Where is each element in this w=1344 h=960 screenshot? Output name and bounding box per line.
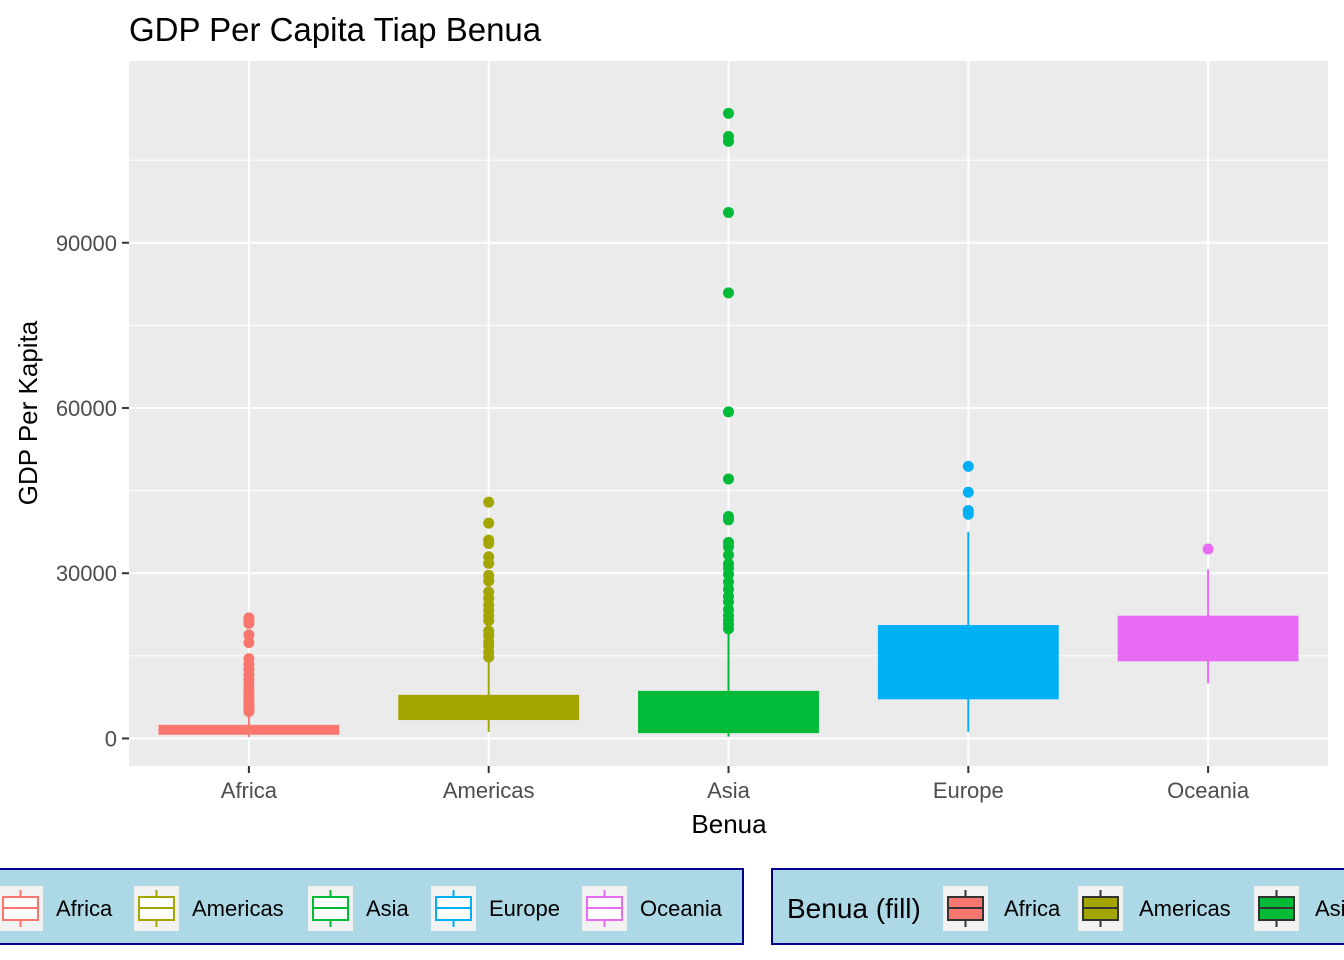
outlier-point <box>723 510 734 522</box>
x-tick-label: Oceania <box>1167 778 1250 803</box>
y-axis: 0 30000 60000 90000 <box>56 231 129 751</box>
outlier-point <box>723 130 734 142</box>
outlier-point <box>243 629 255 641</box>
outlier-point <box>723 406 734 418</box>
y-tick-label: 0 <box>105 726 117 751</box>
x-axis-title: Benua <box>691 809 767 839</box>
box-body <box>877 625 1059 700</box>
color-legend-item: Americas <box>134 886 284 931</box>
x-tick-label: Africa <box>221 778 278 803</box>
outlier-point <box>1202 543 1214 555</box>
outlier-point <box>483 569 495 581</box>
outlier-point <box>243 612 255 624</box>
fill-legend: Benua (fill) Africa Americas Asi <box>771 868 1344 945</box>
fill-legend-item: Americas <box>1078 886 1231 931</box>
color-legend-item: Europe <box>431 886 560 931</box>
outlier-point <box>483 625 495 637</box>
color-legend: Africa Americas Asia Europe Oceania <box>0 868 744 945</box>
box-body <box>1117 615 1299 662</box>
outlier-point <box>243 653 255 665</box>
box-americas <box>398 496 580 732</box>
color-legend-label: Oceania <box>640 896 723 921</box>
color-legend-label: Europe <box>489 896 560 921</box>
box-body <box>638 690 819 734</box>
outlier-point <box>962 486 974 498</box>
box-africa <box>158 612 340 738</box>
color-legend-item: Oceania <box>582 886 723 931</box>
color-legend-label: Americas <box>192 896 284 921</box>
y-axis-title: GDP Per Kapita <box>13 320 43 505</box>
outlier-point <box>483 534 495 546</box>
fill-legend-box <box>771 868 1344 945</box>
outlier-point <box>723 576 734 588</box>
color-legend-item: Asia <box>308 886 410 931</box>
outlier-point <box>483 517 495 529</box>
fill-legend-item: Asi <box>1254 886 1344 931</box>
outlier-point <box>723 206 734 218</box>
outlier-point <box>723 473 734 485</box>
outlier-point <box>723 558 734 570</box>
y-tick-label: 30000 <box>56 561 117 586</box>
fill-legend-item: Africa <box>943 886 1061 931</box>
outlier-point <box>483 586 495 598</box>
fill-legend-title: Benua (fill) <box>787 893 921 924</box>
x-tick-label: Asia <box>707 778 751 803</box>
outlier-point <box>243 637 255 649</box>
outlier-point <box>723 549 734 561</box>
x-axis: Africa Americas Asia Europe Oceania <box>221 766 1250 803</box>
fill-legend-label: Africa <box>1004 896 1061 921</box>
chart-title: GDP Per Capita Tiap Benua <box>129 11 542 48</box>
fill-legend-label: Americas <box>1139 896 1231 921</box>
x-tick-label: Americas <box>443 778 535 803</box>
y-tick-label: 90000 <box>56 231 117 256</box>
outlier-point <box>723 536 734 548</box>
outlier-point <box>723 107 734 119</box>
box-asia <box>638 107 819 737</box>
outlier-point <box>483 496 495 508</box>
box-body <box>158 724 340 735</box>
outlier-point <box>723 287 734 299</box>
boxes <box>158 107 1299 738</box>
box-oceania <box>1117 543 1299 684</box>
x-tick-label: Europe <box>933 778 1004 803</box>
y-tick-label: 60000 <box>56 396 117 421</box>
outlier-point <box>962 460 974 472</box>
color-legend-items: Africa Americas Asia Europe Oceania <box>0 886 723 931</box>
outlier-point <box>962 504 974 516</box>
box-europe <box>877 460 1059 732</box>
outlier-point <box>483 551 495 563</box>
fill-legend-label: Asi <box>1315 896 1344 921</box>
fill-legend-items: Africa Americas Asi <box>943 886 1344 931</box>
color-legend-item: Africa <box>0 886 113 931</box>
outlier-point <box>723 604 734 616</box>
color-legend-label: Asia <box>366 896 410 921</box>
color-legend-label: Africa <box>56 896 113 921</box>
